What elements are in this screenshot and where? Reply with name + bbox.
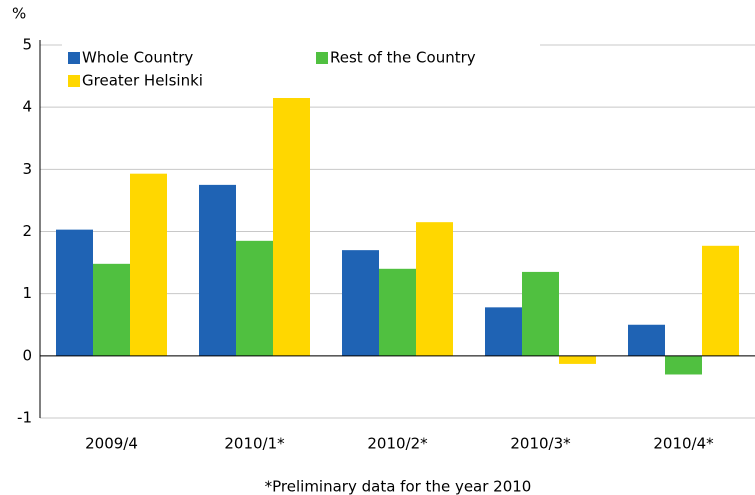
footnote: *Preliminary data for the year 2010 [265,478,532,495]
bar [665,355,702,375]
legend-box [62,38,540,98]
legend-swatch [68,75,80,87]
bar [628,324,665,356]
legend-swatch [316,52,328,64]
x-tick-label: 2010/2* [367,435,428,453]
bar [379,268,416,356]
x-tick-label: 2010/1* [224,435,285,453]
y-tick-label: 4 [22,98,32,116]
bar [416,222,453,356]
legend-label: Whole Country [82,49,193,67]
legend-label: Rest of the Country [330,49,476,67]
y-tick-label: 2 [22,222,32,240]
y-tick-label: 5 [22,36,32,54]
y-tick-label: 0 [22,346,32,364]
y-tick-label: 3 [22,160,32,178]
bar [93,263,130,356]
y-axis-label: % [12,5,26,23]
x-tick-label: 2009/4 [85,435,138,453]
bar [130,173,167,356]
bar [559,355,596,364]
bar [342,250,379,356]
x-tick-label: 2010/3* [510,435,571,453]
bar [273,95,310,356]
bar [199,184,236,356]
bar [56,229,93,356]
legend-label: Greater Helsinki [82,72,203,90]
bar [485,307,522,356]
bar [702,245,739,356]
legend-swatch [68,52,80,64]
y-tick-label: -1 [17,409,32,427]
x-tick-label: 2010/4* [653,435,714,453]
bar [236,240,273,356]
bar [522,271,559,356]
y-tick-label: 1 [22,284,32,302]
